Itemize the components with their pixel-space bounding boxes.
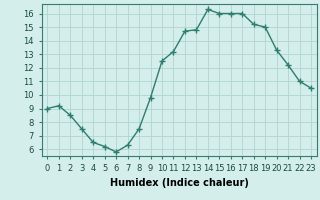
X-axis label: Humidex (Indice chaleur): Humidex (Indice chaleur) xyxy=(110,178,249,188)
